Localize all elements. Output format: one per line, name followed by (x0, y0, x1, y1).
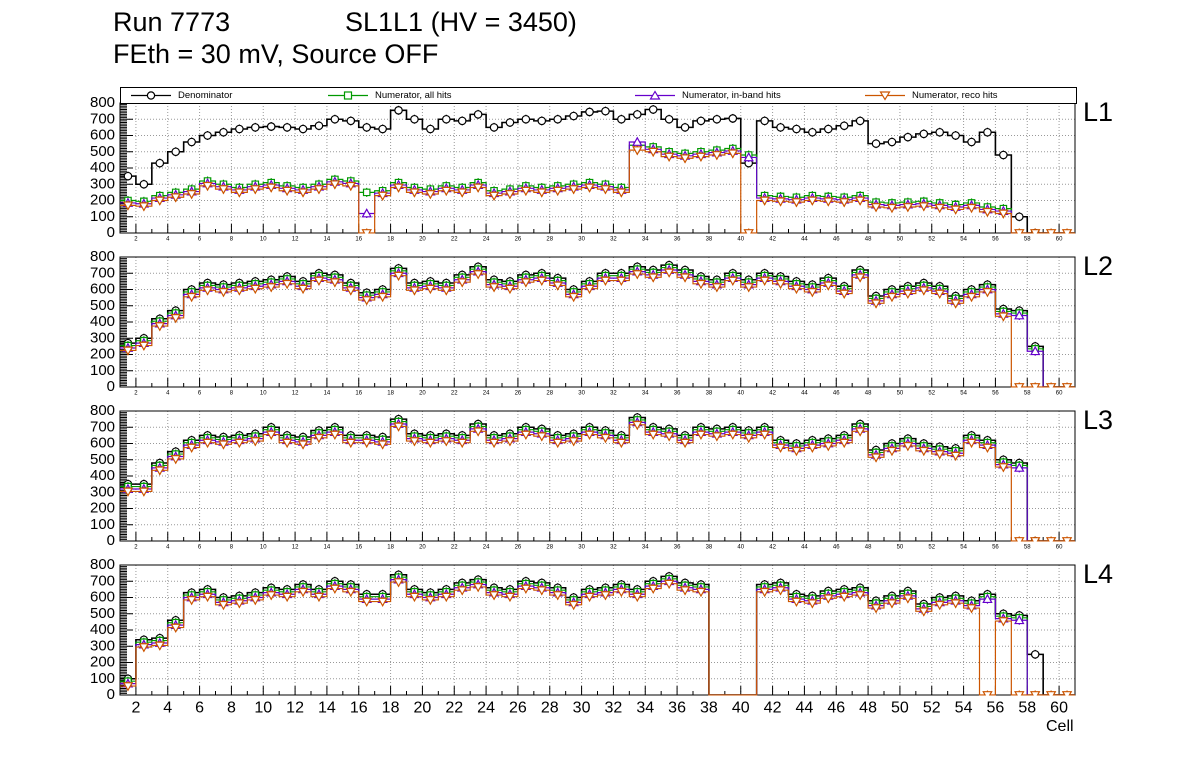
x-axis-title: Cell (1046, 718, 1074, 735)
plot-subtitle: FEth = 30 mV, Source OFF (113, 39, 439, 69)
legend-label: Numerator, in-band hits (682, 90, 781, 101)
plot-header: Run 7773 SL1L1 (HV = 3450) FEth = 30 mV, … (113, 6, 577, 70)
run-label: Run 7773 (113, 7, 231, 37)
panel-label-l2: L2 (1083, 251, 1114, 281)
legend-item-denominator: Denominator (129, 88, 232, 103)
title-line-1: Run 7773 SL1L1 (HV = 3450) (113, 6, 577, 38)
triangle-up-marker-icon (635, 90, 675, 100)
legend-item-reco-hits: Numerator, reco hits (863, 88, 998, 103)
legend-label: Numerator, all hits (375, 90, 452, 101)
legend-label: Denominator (178, 90, 233, 101)
legend: Denominator Numerator, all hits Numerato… (120, 87, 1077, 104)
square-marker-icon (328, 91, 368, 100)
page-title: SL1L1 (HV = 3450) (345, 7, 577, 37)
panel-label-l4: L4 (1083, 559, 1114, 589)
legend-item-all-hits: Numerator, all hits (326, 88, 452, 103)
legend-item-in-band-hits: Numerator, in-band hits (633, 88, 781, 103)
circle-marker-icon (131, 91, 171, 100)
panel-label-l1: L1 (1083, 97, 1114, 127)
legend-label: Numerator, reco hits (912, 90, 998, 101)
triangle-down-marker-icon (865, 91, 905, 101)
panel-label-l3: L3 (1083, 405, 1114, 435)
